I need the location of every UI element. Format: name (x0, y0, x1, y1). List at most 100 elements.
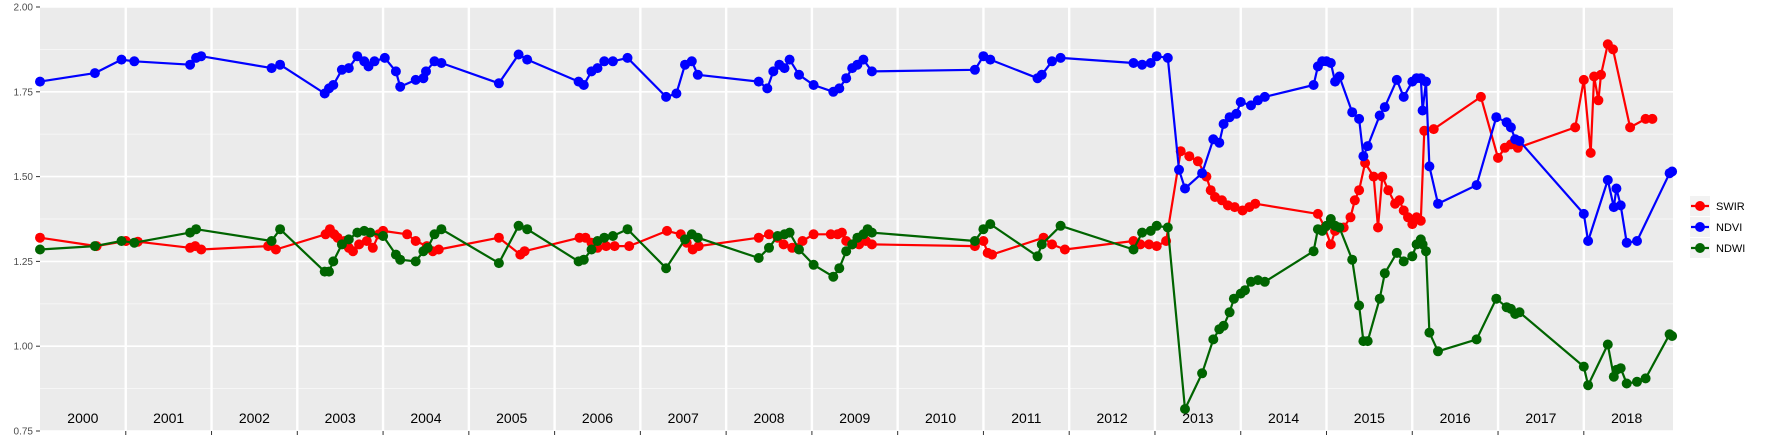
swir-point (1192, 156, 1203, 167)
ndvi-point (266, 63, 277, 74)
ndwi-point (1240, 285, 1250, 296)
ndvi-point (779, 63, 790, 74)
ndvi-point (671, 88, 682, 99)
year-label: 2006 (582, 410, 613, 426)
ndvi-point (513, 49, 524, 60)
ndvi-point (1424, 161, 1435, 172)
swir-point (1608, 44, 1618, 55)
ndvi-point (1621, 237, 1632, 248)
ndvi-point (275, 59, 286, 70)
ndwi-point (1391, 247, 1402, 258)
ndwi-point (1218, 320, 1229, 331)
y-tick-label: 1.75 (14, 87, 34, 98)
ndwi-point (680, 234, 690, 245)
ndwi-point (336, 239, 347, 250)
ndvi-point (436, 58, 447, 68)
ndvi-point (1325, 58, 1336, 68)
swir-point (693, 241, 704, 252)
ndwi-point (324, 266, 334, 277)
ndvi-point (1180, 183, 1190, 194)
ndwi-point (1640, 373, 1651, 384)
ndwi-point (1667, 331, 1678, 341)
swir-point (367, 242, 378, 253)
ndwi-point (1308, 246, 1319, 257)
ndwi-point (1347, 254, 1358, 265)
year-label: 2009 (839, 410, 870, 426)
ndvi-point (1137, 59, 1148, 70)
ndvi-point (1151, 51, 1162, 62)
swir-point (1377, 171, 1388, 182)
ndvi-point (1055, 52, 1066, 63)
ndvi-point (1259, 91, 1270, 102)
ndvi-point (1308, 80, 1319, 90)
legend-key-point (1695, 243, 1705, 253)
ndwi-point (1334, 222, 1345, 233)
ndvi-point (858, 54, 869, 65)
ndvi-point (116, 54, 127, 65)
swir-point (753, 232, 764, 243)
swir-point (1625, 122, 1636, 133)
ndvi-point (352, 51, 363, 62)
ndvi-point (592, 63, 603, 74)
swir-point (1475, 91, 1486, 102)
ndwi-point (607, 231, 618, 241)
ndvi-point (1231, 108, 1242, 119)
ndwi-point (599, 232, 610, 243)
ndwi-point (191, 224, 202, 235)
ndvi-point (607, 56, 618, 67)
ndvi-point (1615, 200, 1626, 211)
ndwi-point (661, 263, 672, 274)
swir-point (1593, 95, 1604, 106)
year-label: 2013 (1182, 410, 1213, 426)
year-label: 2012 (1097, 410, 1128, 426)
swir-point (1059, 244, 1070, 255)
year-label: 2015 (1354, 410, 1385, 426)
ndvi-point (1128, 58, 1139, 68)
ndwi-point (985, 219, 996, 230)
ndwi-point (978, 224, 989, 235)
y-tick-label: 1.25 (14, 257, 34, 268)
ndvi-point (1421, 76, 1431, 87)
ndwi-point (1162, 222, 1173, 233)
ndwi-point (493, 258, 504, 269)
ndwi-point (834, 263, 845, 274)
ndwi-point (1228, 293, 1239, 304)
ndvi-point (1491, 112, 1502, 123)
year-label: 2000 (67, 410, 98, 426)
year-label: 2002 (239, 410, 270, 426)
ndvi-point (369, 56, 380, 67)
ndvi-point (1374, 110, 1385, 121)
ndwi-point (1583, 380, 1594, 391)
ndvi-point (1246, 100, 1256, 111)
ndwi-point (1421, 246, 1431, 257)
ndvi-point (1362, 141, 1373, 152)
ndvi-point (1602, 175, 1613, 185)
ndwi-point (365, 227, 376, 238)
swir-point (836, 227, 847, 238)
ndwi-point (129, 237, 140, 248)
ndwi-point (1055, 220, 1066, 231)
y-tick-label: 2.00 (14, 3, 34, 14)
ndwi-point (1128, 244, 1139, 255)
swir-point (609, 241, 620, 252)
ndvi-point (1218, 119, 1229, 129)
swir-point (1415, 215, 1426, 226)
ndvi-point (1036, 69, 1047, 80)
swir-point (808, 229, 819, 240)
swir-point (410, 236, 421, 246)
ndwi-point (328, 256, 339, 267)
ndvi-point (753, 76, 764, 87)
swir-point (354, 239, 365, 250)
ndwi-point (784, 227, 795, 238)
swir-point (1184, 151, 1195, 162)
ndvi-point (686, 56, 697, 67)
ndwi-point (522, 224, 533, 235)
ndwi-point (1032, 251, 1043, 262)
swir-point (361, 236, 372, 246)
ndvi-point (1197, 168, 1208, 179)
swir-point (797, 236, 808, 246)
ndvi-point (1583, 236, 1594, 246)
swir-point (662, 225, 672, 236)
ndvi-point (1358, 151, 1369, 162)
ndvi-point (808, 80, 819, 90)
